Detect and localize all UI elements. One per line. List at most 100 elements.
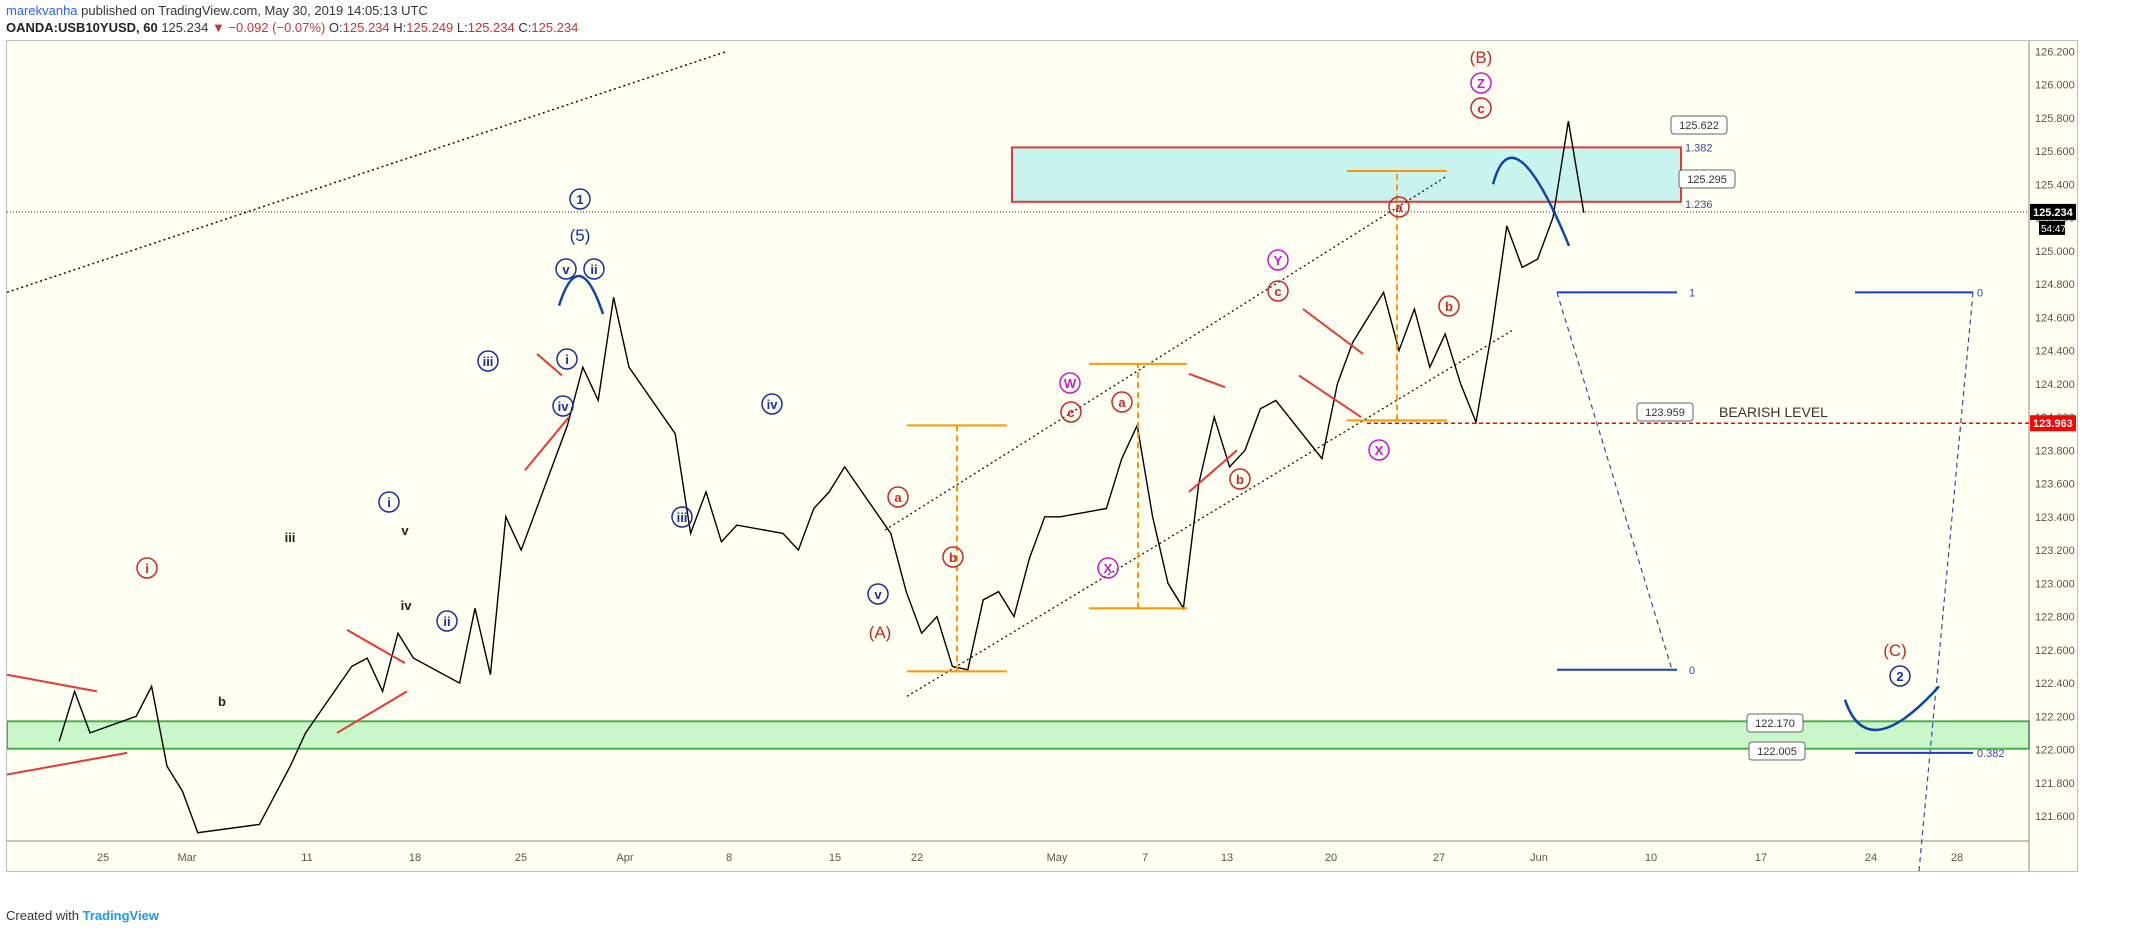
wave-label: i [565, 352, 569, 367]
support-zone [7, 720, 2030, 750]
tradingview-logo[interactable]: TradingView [82, 908, 159, 923]
chart-area[interactable]: 126.200 126.000 125.800 125.600 125.400 125.2… [6, 40, 2078, 872]
last-price-badge-text: 125.234 [2033, 207, 2074, 219]
x-tick-label: Apr [616, 852, 633, 864]
reversal-arrow-left [557, 274, 605, 315]
wave-label: iii [677, 510, 688, 525]
countdown-text: 54:47 [2041, 224, 2066, 235]
y-tick-label: 126.000 [2035, 80, 2075, 92]
chart-header: marekvanha published on TradingView.com,… [6, 2, 578, 36]
wave-label: 1 [576, 192, 583, 207]
y-tick-label: 123.400 [2035, 512, 2075, 524]
y-tick-label: 122.000 [2035, 745, 2075, 757]
wedge-trendline [7, 673, 98, 693]
wave-label-circle [569, 188, 591, 210]
y-tick-label: 124.600 [2035, 312, 2075, 324]
high-value: 125.249 [406, 20, 454, 35]
y-tick-label: 123.800 [2035, 445, 2075, 457]
x-tick-label: 24 [1865, 852, 1877, 864]
y-tick-label: 124.400 [2035, 346, 2075, 358]
wave-label: X [1104, 561, 1113, 576]
wave-label-circle [1889, 665, 1911, 687]
wave-label-circle [136, 557, 158, 579]
x-tick-label: 25 [515, 852, 527, 864]
wave-label: c [1274, 284, 1281, 299]
y-tick-label: 122.400 [2035, 678, 2075, 690]
wave-label: ii [443, 614, 450, 629]
wave-label: a [894, 490, 902, 505]
channel-upper [884, 175, 1448, 531]
wedge-trendline [524, 416, 570, 471]
y-tick-label: 125.400 [2035, 179, 2075, 191]
fib-1382-label: 1.382 [1685, 142, 1713, 154]
symbol-label[interactable]: OANDA:USB10YUSD, 60 [6, 20, 158, 35]
wave-label-circle [1470, 97, 1492, 119]
wave-label: c [1477, 101, 1484, 116]
x-tick-label: 8 [726, 852, 732, 864]
price-callout-text: 122.005 [1757, 746, 1797, 758]
ohlc-line: OANDA:USB10YUSD, 60 125.234 ▼ −0.092 (−0… [6, 19, 578, 36]
chart-svg[interactable]: 126.200 126.000 125.800 125.600 125.400 125.2… [7, 41, 2077, 871]
wave-label-circle [942, 546, 964, 568]
wave-label: iv [401, 598, 413, 613]
wave-label-circle [1060, 401, 1082, 423]
wave-label: (C) [1883, 641, 1907, 660]
wave-label-circle [1097, 557, 1119, 579]
close-label: C: [518, 20, 532, 35]
wave-label: Y [1274, 253, 1283, 268]
wave-label-circle [1229, 468, 1251, 490]
wave-label: iii [285, 530, 296, 545]
x-tick-label: 11 [301, 852, 312, 864]
wave-label: b [1236, 472, 1244, 487]
y-tick-label: 124.800 [2035, 279, 2075, 291]
x-tick-label: May [1047, 852, 1068, 864]
wedge-trendline [346, 628, 406, 664]
wave-label-circle [583, 258, 605, 280]
publish-info: published on TradingView.com, May 30, 20… [81, 3, 428, 18]
x-tick-label: Mar [178, 852, 197, 864]
x-tick-label: 28 [1951, 852, 1963, 864]
channel-lower [906, 330, 1513, 697]
wave-label: i [387, 495, 391, 510]
x-tick-label: 15 [829, 852, 841, 864]
y-tick-label: 126.200 [2035, 46, 2075, 58]
price-callout-box [1748, 741, 1806, 761]
wave-label: iv [558, 399, 570, 414]
open-value: 125.234 [342, 20, 390, 35]
wave-label-circle [552, 395, 574, 417]
y-tick-label: 122.600 [2035, 645, 2075, 657]
wave-label-circle [1470, 72, 1492, 94]
wedge-trendline [1188, 372, 1226, 389]
wedge-trendline [7, 751, 128, 776]
fib-projection-label: 1 [1689, 287, 1695, 299]
x-tick-label: 18 [409, 852, 421, 864]
wave-label: iv [767, 397, 779, 412]
x-tick-label: 13 [1221, 852, 1233, 864]
author-link[interactable]: marekvanha [6, 3, 78, 18]
x-tick-label: 17 [1755, 852, 1767, 864]
wave-label: b [1445, 299, 1453, 314]
x-tick-label: 10 [1645, 852, 1657, 864]
price-callout-box [1678, 169, 1736, 189]
bearish-price-badge [2030, 415, 2076, 432]
wave-label-circle [555, 258, 577, 280]
price-series-line [58, 120, 1585, 834]
y-tick-label: 124.200 [2035, 379, 2075, 391]
low-label: L: [456, 20, 468, 35]
wave-label: (B) [1470, 48, 1493, 67]
projection-diagonal-2 [1918, 292, 1974, 871]
wave-label: ii [590, 262, 597, 277]
projection-diagonal-1 [1556, 292, 1673, 670]
wave-label-circle [887, 486, 909, 508]
wave-label-circle [1111, 391, 1133, 413]
wave-label-circle [1267, 280, 1289, 302]
wave-label: a [1395, 200, 1403, 215]
fib-projection-label: 0.382 [1977, 748, 2005, 760]
created-with-label: Created with [6, 908, 79, 923]
y-tick-label: 125.800 [2035, 113, 2075, 125]
wave-label: v [874, 587, 882, 602]
y-tick-label: 122.200 [2035, 711, 2075, 723]
wave-label-circle [477, 350, 499, 372]
x-tick-label: 27 [1433, 852, 1445, 864]
close-value: 125.234 [531, 20, 579, 35]
